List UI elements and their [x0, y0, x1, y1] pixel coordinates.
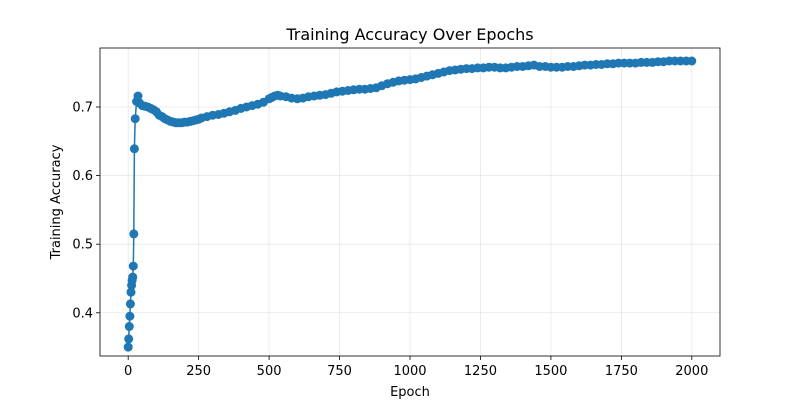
accuracy-point — [129, 229, 139, 239]
axis-ticks: 0 250 500 750 1000 1250 1500 1750 2000 0.4 0.5 0.6 0… — [72, 100, 708, 379]
x-tick-label: 1750 — [605, 364, 638, 379]
accuracy-point — [133, 91, 143, 101]
x-tick-label: 1000 — [393, 364, 426, 379]
x-tick-label: 500 — [257, 364, 282, 379]
accuracy-point — [128, 272, 138, 282]
accuracy-point — [125, 299, 135, 309]
y-tick-label: 0.6 — [72, 169, 93, 184]
accuracy-point — [128, 261, 138, 271]
y-tick-label: 0.7 — [72, 100, 93, 115]
x-tick-label: 1250 — [464, 364, 497, 379]
chart-title: Training Accuracy Over Epochs — [285, 25, 533, 44]
accuracy-point — [126, 287, 136, 297]
y-axis-label: Training Accuracy — [49, 144, 64, 260]
y-tick-label: 0.5 — [72, 238, 93, 253]
accuracy-point — [124, 334, 134, 344]
x-tick-label: 750 — [327, 364, 352, 379]
x-tick-label: 0 — [124, 364, 132, 379]
accuracy-point — [130, 114, 140, 124]
x-tick-label: 1500 — [534, 364, 567, 379]
x-axis-label: Epoch — [390, 385, 430, 400]
accuracy-point — [123, 342, 133, 352]
accuracy-point — [129, 144, 139, 154]
x-tick-label: 2000 — [675, 364, 708, 379]
accuracy-point — [125, 311, 135, 321]
accuracy-point — [687, 56, 697, 66]
y-tick-label: 0.4 — [72, 306, 93, 321]
accuracy-point — [124, 322, 134, 331]
x-tick-label: 250 — [186, 364, 211, 379]
series-accuracy — [123, 56, 697, 352]
